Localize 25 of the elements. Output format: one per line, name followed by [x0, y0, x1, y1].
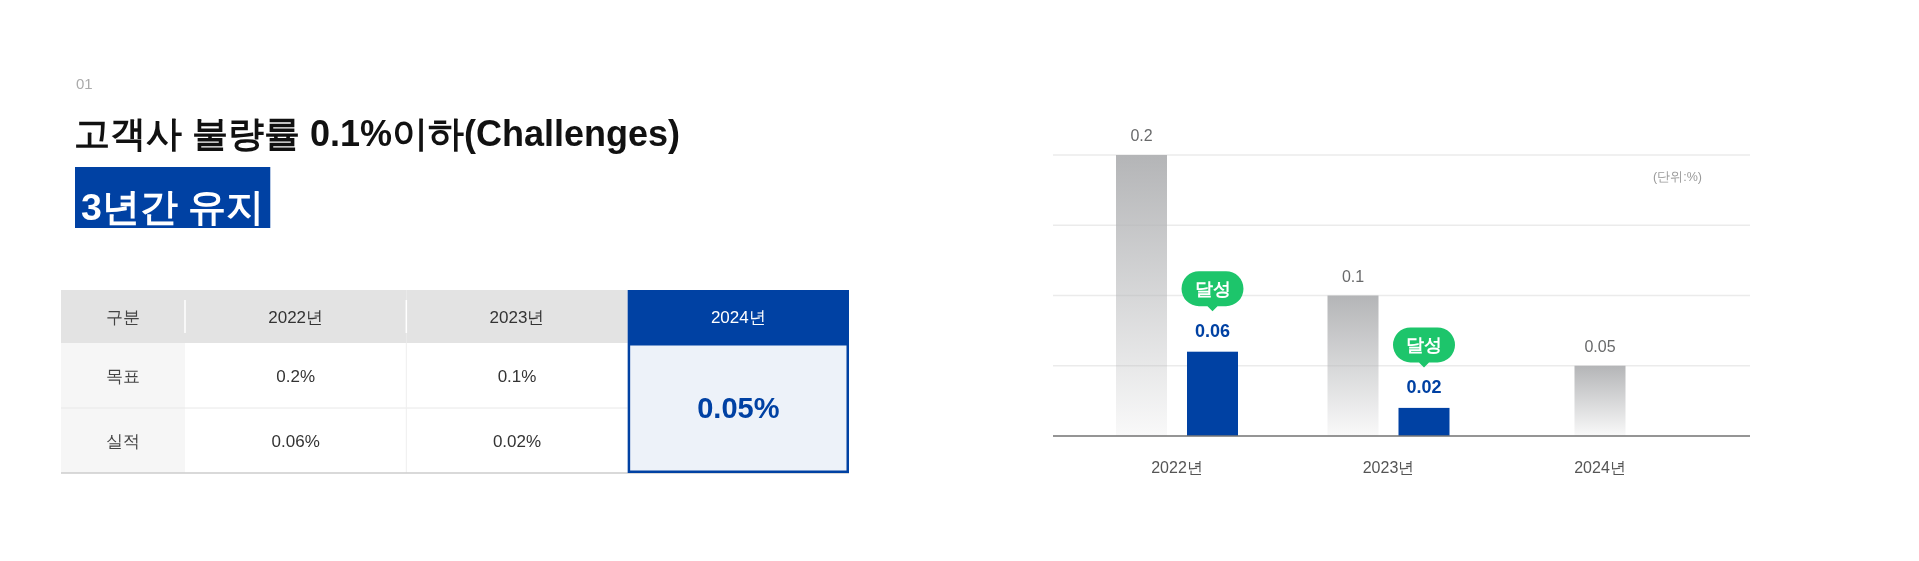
y-axis-title: (단위:%) [1653, 170, 1702, 184]
category-label: 2024년 [710, 307, 766, 327]
category-label: 2022년 [268, 307, 324, 327]
text: 0.06% [271, 431, 320, 451]
text: 0.1% [497, 366, 537, 386]
data-label: 0.02 [1406, 376, 1442, 397]
data-label: 0.06 [1194, 320, 1231, 341]
annotation: 달성 [1406, 335, 1442, 356]
text: 구분 [106, 307, 140, 327]
data-label: 0.2 [1130, 127, 1153, 144]
text: 01 [76, 75, 93, 92]
category-label: 실적 [106, 431, 140, 451]
category-label: 2023년 [489, 307, 545, 327]
text: 0.02% [492, 431, 542, 451]
data-label: 0.1 [1341, 267, 1365, 285]
text: 0.2% [276, 366, 316, 386]
text: 고객사 불량률 0.1%이하(Challenges) [74, 113, 681, 154]
text: 0.05% [697, 392, 780, 424]
annotation: 달성 [1194, 279, 1231, 300]
text: 3년간 유지 [81, 186, 265, 228]
x-tick-label: 2023년 [1362, 459, 1415, 476]
x-tick-label: 2022년 [1151, 459, 1203, 476]
x-tick-label: 2024년 [1574, 459, 1626, 476]
data-label: 0.05 [1584, 337, 1616, 355]
category-label: 목표 [106, 366, 140, 386]
